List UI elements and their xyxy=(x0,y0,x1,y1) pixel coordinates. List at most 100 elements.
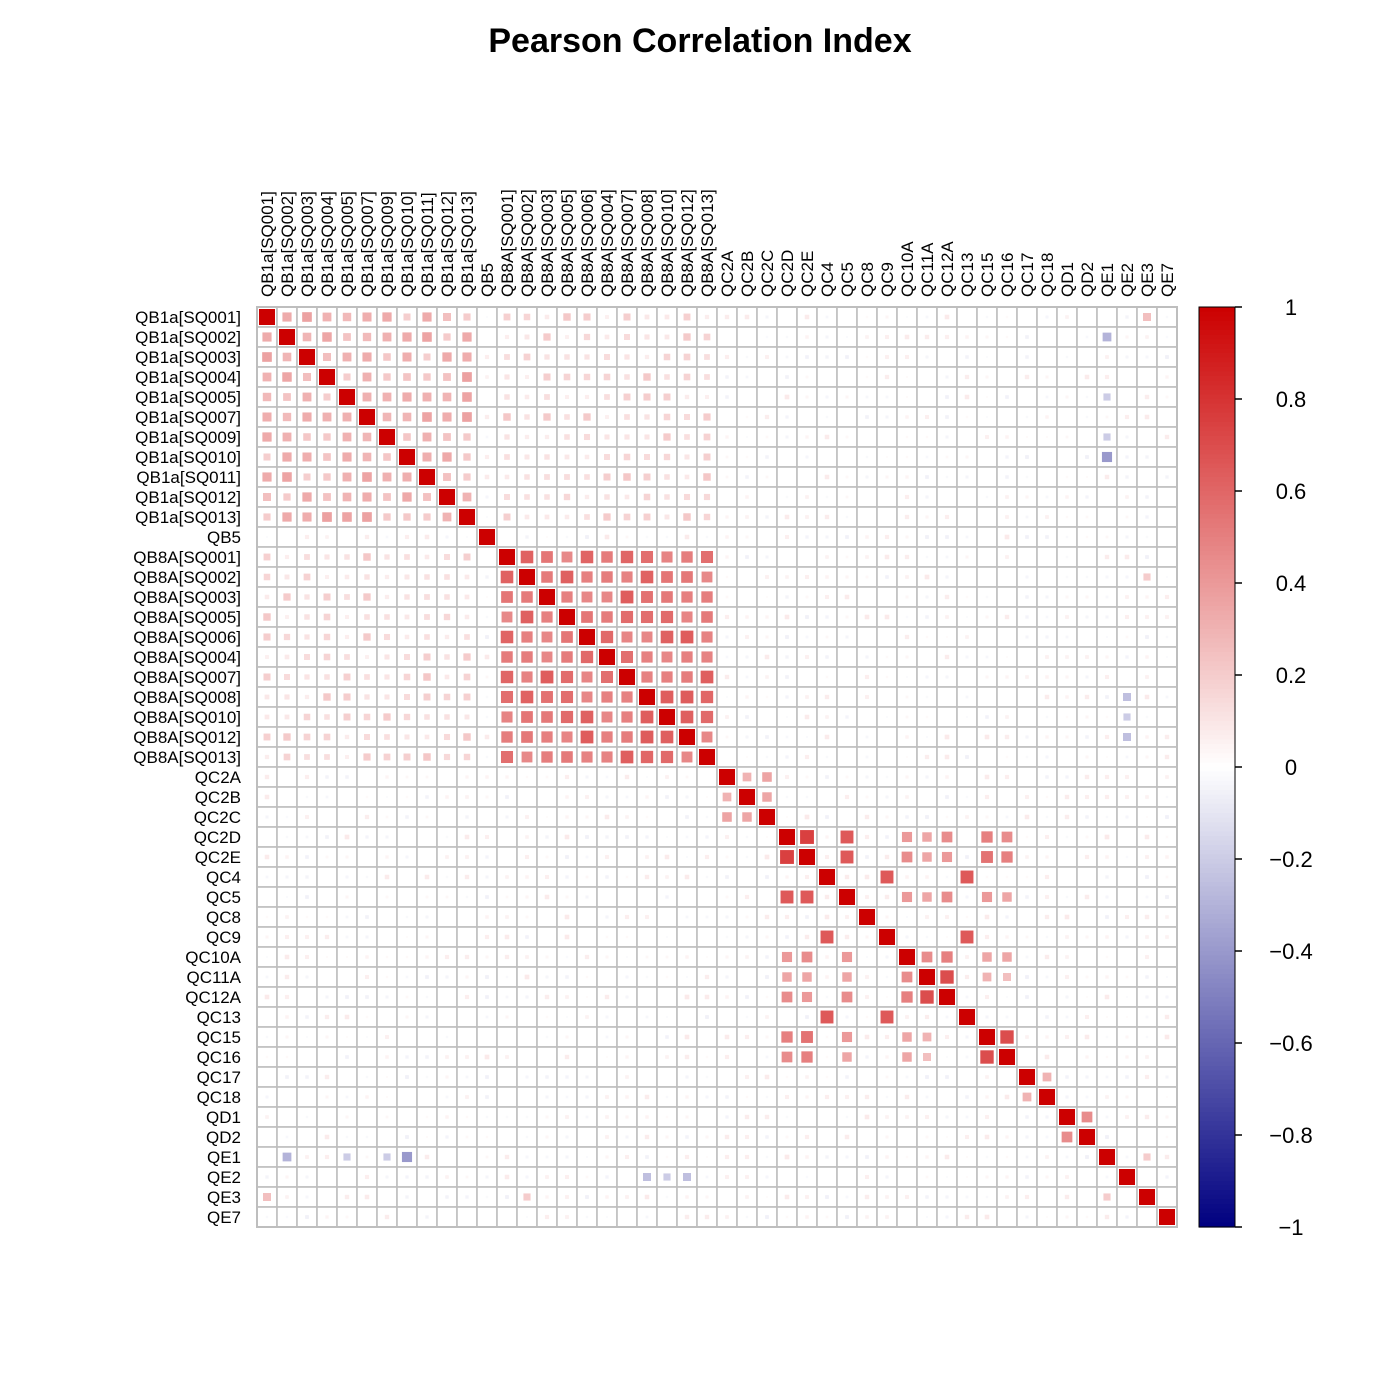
correlation-mark-12-14 xyxy=(541,551,553,563)
row-label: QB1a[SQ005] xyxy=(135,388,241,407)
correlation-mark-29-45 xyxy=(1165,895,1169,899)
correlation-mark-17-12 xyxy=(501,651,513,663)
correlation-mark-45-27 xyxy=(805,1215,809,1219)
heatmap-cell-10-36 xyxy=(976,506,998,528)
correlation-mark-42-2 xyxy=(305,1155,309,1159)
colorbar-segment xyxy=(1199,840,1235,846)
colorbar-segment xyxy=(1199,730,1235,736)
correlation-mark-11-14 xyxy=(545,535,549,539)
correlation-mark-8-10 xyxy=(463,473,471,481)
correlation-mark-31-32 xyxy=(905,935,909,939)
correlation-mark-6-32 xyxy=(905,435,909,439)
correlation-mark-9-12 xyxy=(504,494,510,500)
heatmap-cell-12-38 xyxy=(1016,546,1038,568)
correlation-mark-19-0 xyxy=(264,694,270,700)
heatmap-cell-35-18 xyxy=(616,1006,638,1028)
heatmap-cell-36-19 xyxy=(636,1026,658,1048)
heatmap-cell-14-30 xyxy=(856,586,878,608)
correlation-mark-27-32 xyxy=(901,851,913,863)
correlation-mark-19-44 xyxy=(1144,694,1150,700)
colorbar-segment xyxy=(1199,481,1235,487)
colorbar-segment xyxy=(1199,440,1235,446)
heatmap-cell-26-43 xyxy=(1116,826,1138,848)
colorbar-segment xyxy=(1199,629,1235,635)
correlation-mark-9-7 xyxy=(402,492,412,502)
correlation-mark-36-41 xyxy=(1084,1034,1090,1040)
correlation-mark-17-42 xyxy=(1105,655,1109,659)
correlation-mark-8-25 xyxy=(765,475,769,479)
correlation-mark-7-34 xyxy=(945,455,949,459)
correlation-mark-10-32 xyxy=(904,514,910,520)
correlation-mark-23-11 xyxy=(485,775,489,779)
correlation-mark-16-44 xyxy=(1145,635,1149,639)
heatmap-cell-39-2 xyxy=(296,1086,318,1108)
correlation-mark-17-44 xyxy=(1145,655,1149,659)
colorbar-segment xyxy=(1199,366,1235,372)
correlation-mark-13-32 xyxy=(905,575,909,579)
correlation-mark-26-19 xyxy=(645,835,649,839)
correlation-mark-4-12 xyxy=(504,394,510,400)
heatmap-cell-30-6 xyxy=(376,906,398,928)
correlation-mark-21-18 xyxy=(621,731,633,743)
colorbar-segment xyxy=(1199,1079,1235,1085)
correlation-mark-27-16 xyxy=(585,855,589,859)
correlation-mark-6-43 xyxy=(1125,435,1129,439)
correlation-mark-9-43 xyxy=(1125,495,1129,499)
colorbar-segment xyxy=(1199,849,1235,855)
correlation-mark-32-4 xyxy=(345,955,349,959)
correlation-mark-36-36 xyxy=(979,1029,995,1045)
correlation-mark-16-0 xyxy=(263,633,271,641)
row-label: QB1a[SQ013] xyxy=(135,508,241,527)
correlation-mark-42-16 xyxy=(585,1155,589,1159)
correlation-mark-30-22 xyxy=(705,915,709,919)
colorbar-segment xyxy=(1199,679,1235,685)
correlation-mark-38-28 xyxy=(825,1075,829,1079)
correlation-mark-2-12 xyxy=(504,354,510,360)
correlation-mark-31-40 xyxy=(1065,935,1069,939)
colorbar-segment xyxy=(1199,1033,1235,1039)
heatmap-cell-39-8 xyxy=(416,1086,438,1108)
heatmap-cell-7-36 xyxy=(976,446,998,468)
correlation-mark-42-14 xyxy=(545,1155,549,1159)
correlation-mark-8-43 xyxy=(1125,475,1129,479)
correlation-mark-6-21 xyxy=(684,434,690,440)
correlation-mark-4-19 xyxy=(643,393,651,401)
correlation-mark-9-27 xyxy=(805,495,809,499)
correlation-mark-9-20 xyxy=(664,494,670,500)
correlation-mark-35-15 xyxy=(565,1015,569,1019)
correlation-mark-20-36 xyxy=(985,715,989,719)
correlation-mark-43-7 xyxy=(405,1175,409,1179)
correlation-mark-9-37 xyxy=(1005,495,1009,499)
heatmap-cell-14-24 xyxy=(736,586,758,608)
correlation-mark-10-19 xyxy=(643,513,651,521)
colorbar-segment xyxy=(1199,472,1235,478)
correlation-mark-1-43 xyxy=(1125,335,1129,339)
colorbar-segment xyxy=(1199,394,1235,400)
correlation-mark-35-24 xyxy=(745,1015,749,1019)
correlation-mark-25-38 xyxy=(1024,814,1030,820)
correlation-mark-37-21 xyxy=(684,1054,690,1060)
correlation-mark-26-14 xyxy=(545,835,549,839)
correlation-mark-23-41 xyxy=(1084,774,1090,780)
correlation-mark-5-4 xyxy=(342,412,352,422)
heatmap-cell-1-23 xyxy=(716,326,738,348)
correlation-mark-0-39 xyxy=(1045,315,1049,319)
colorbar-tick-label: 0.6 xyxy=(1276,479,1307,504)
correlation-mark-19-26 xyxy=(785,695,789,699)
correlation-mark-17-15 xyxy=(561,651,573,663)
correlation-mark-39-20 xyxy=(665,1095,669,1099)
correlation-mark-13-45 xyxy=(1165,575,1169,579)
correlation-mark-17-16 xyxy=(580,650,594,664)
correlation-mark-23-6 xyxy=(385,775,389,779)
colorbar-segment xyxy=(1199,449,1235,455)
correlation-mark-28-2 xyxy=(305,875,309,879)
correlation-mark-4-15 xyxy=(565,395,569,399)
correlation-mark-16-18 xyxy=(621,631,633,643)
correlation-mark-1-19 xyxy=(644,334,650,340)
heatmap-cell-36-11 xyxy=(476,1026,498,1048)
correlation-mark-36-39 xyxy=(1045,1035,1049,1039)
correlation-mark-21-23 xyxy=(725,735,729,739)
correlation-mark-24-3 xyxy=(325,795,329,799)
correlation-mark-9-41 xyxy=(1085,495,1089,499)
correlation-mark-8-23 xyxy=(725,475,729,479)
